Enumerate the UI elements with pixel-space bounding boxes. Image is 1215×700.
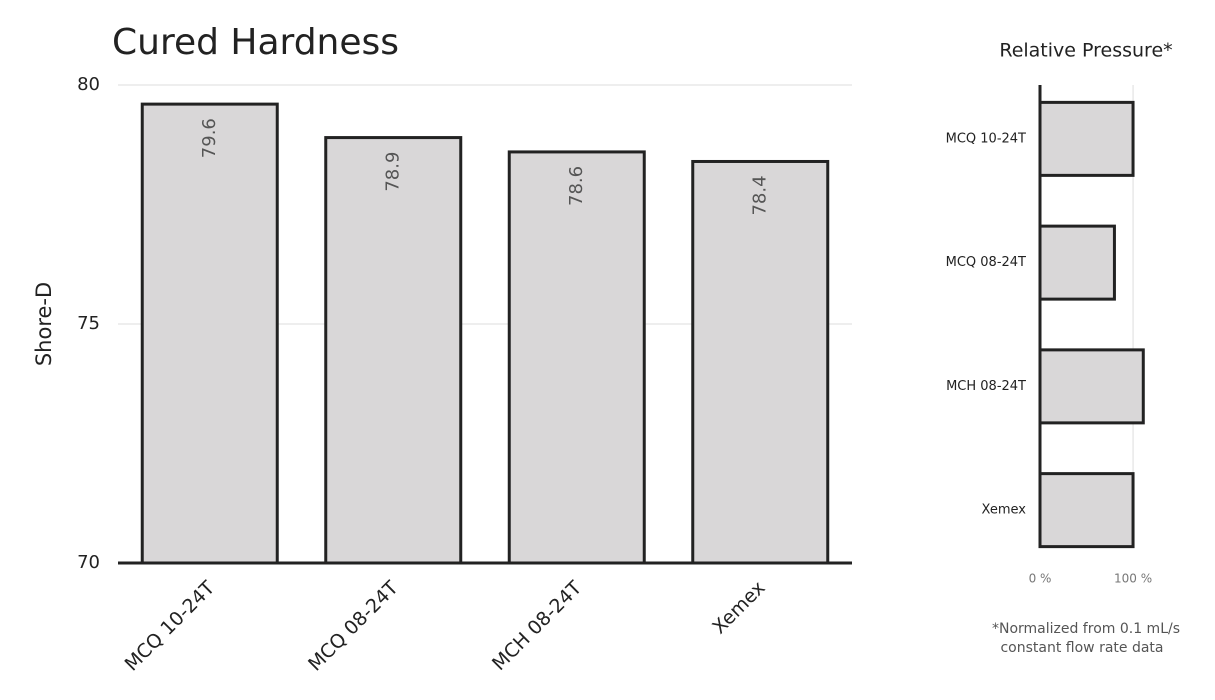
footnote: *Normalized from 0.1 mL/s: [992, 621, 1180, 637]
value-label: 78.9: [382, 152, 403, 192]
chart-title: Relative Pressure*: [999, 40, 1172, 62]
chart-title: Cured Hardness: [112, 22, 399, 63]
y-tick-label: 70: [77, 552, 100, 573]
bar: [140, 102, 279, 565]
bar: [507, 150, 646, 565]
bar: [691, 159, 830, 565]
x-tick-label: MCQ 10-24T: [121, 577, 220, 676]
bar: [1038, 224, 1116, 301]
bar: [1038, 348, 1145, 425]
x-tick-label: Xemex: [708, 577, 769, 638]
y-tick-label: MCQ 10-24T: [946, 131, 1026, 146]
x-tick-label: MCH 08-24T: [488, 577, 586, 675]
x-tick-label: MCQ 08-24T: [304, 577, 403, 676]
y-tick-label: 80: [77, 74, 100, 95]
y-axis-label: Shore-D: [32, 282, 56, 366]
y-tick-label: Xemex: [982, 503, 1027, 518]
value-label: 78.6: [566, 166, 587, 206]
value-label: 78.4: [749, 175, 770, 215]
x-tick-label: 100 %: [1114, 572, 1152, 586]
y-tick-label: 75: [77, 313, 100, 334]
bar: [1038, 472, 1135, 549]
value-label: 79.6: [199, 118, 220, 158]
y-tick-label: MCQ 08-24T: [946, 255, 1026, 270]
bar: [324, 136, 463, 565]
footnote: constant flow rate data: [1000, 640, 1163, 656]
x-tick-label: 0 %: [1029, 572, 1052, 586]
bar: [1038, 100, 1135, 177]
y-tick-label: MCH 08-24T: [946, 379, 1026, 394]
